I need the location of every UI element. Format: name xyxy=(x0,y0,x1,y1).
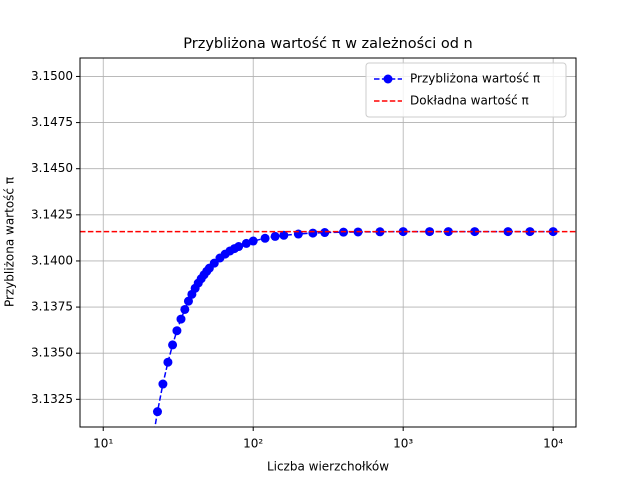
data-point xyxy=(308,228,318,238)
data-point xyxy=(320,228,330,238)
x-tick-label: 10¹ xyxy=(93,437,113,451)
data-point xyxy=(152,407,162,417)
legend-box xyxy=(365,62,567,118)
data-point xyxy=(270,231,280,241)
data-point xyxy=(470,227,480,237)
legend: Przybliżona wartość π Dokładna wartość π xyxy=(365,62,567,118)
x-tick-label: 10² xyxy=(243,437,263,451)
data-point xyxy=(163,357,173,367)
y-tick-label: 3.1475 xyxy=(31,115,73,129)
data-point xyxy=(248,236,258,246)
plot-area xyxy=(80,227,576,452)
y-axis-label: Przybliżona wartość π xyxy=(3,177,17,307)
data-point xyxy=(176,314,186,324)
data-point xyxy=(548,227,558,237)
x-axis-label: Liczba wierzchołków xyxy=(267,460,389,474)
y-tick-label: 3.1500 xyxy=(31,69,73,83)
y-tick-label: 3.1425 xyxy=(31,207,73,221)
data-point xyxy=(375,227,385,237)
data-point xyxy=(279,230,289,240)
data-point xyxy=(147,443,156,452)
legend-marker xyxy=(383,74,393,84)
y-tick-label: 3.1375 xyxy=(31,300,73,314)
data-point xyxy=(260,233,270,243)
grid xyxy=(80,58,576,427)
chart-title: Przybliżona wartość π w zależności od n xyxy=(183,36,472,52)
x-tick-label: 10⁴ xyxy=(543,437,563,451)
data-point xyxy=(180,304,190,314)
data-point xyxy=(234,242,244,252)
legend-label: Przybliżona wartość π xyxy=(410,72,540,86)
data-point xyxy=(525,227,535,237)
data-point xyxy=(241,238,251,248)
data-point xyxy=(293,229,303,239)
data-point xyxy=(172,326,182,336)
data-point xyxy=(398,227,408,237)
y-tick-label: 3.1400 xyxy=(31,253,73,267)
data-point xyxy=(183,296,193,306)
y-tick-label: 3.1450 xyxy=(31,161,73,175)
axes-frame xyxy=(79,57,577,428)
legend-label: Dokładna wartość π xyxy=(410,94,529,108)
y-tick-label: 3.1325 xyxy=(31,392,73,406)
data-point xyxy=(158,379,168,389)
x-tick-label: 10³ xyxy=(393,437,413,451)
y-tick-label: 3.1350 xyxy=(31,346,73,360)
data-point xyxy=(168,340,178,350)
